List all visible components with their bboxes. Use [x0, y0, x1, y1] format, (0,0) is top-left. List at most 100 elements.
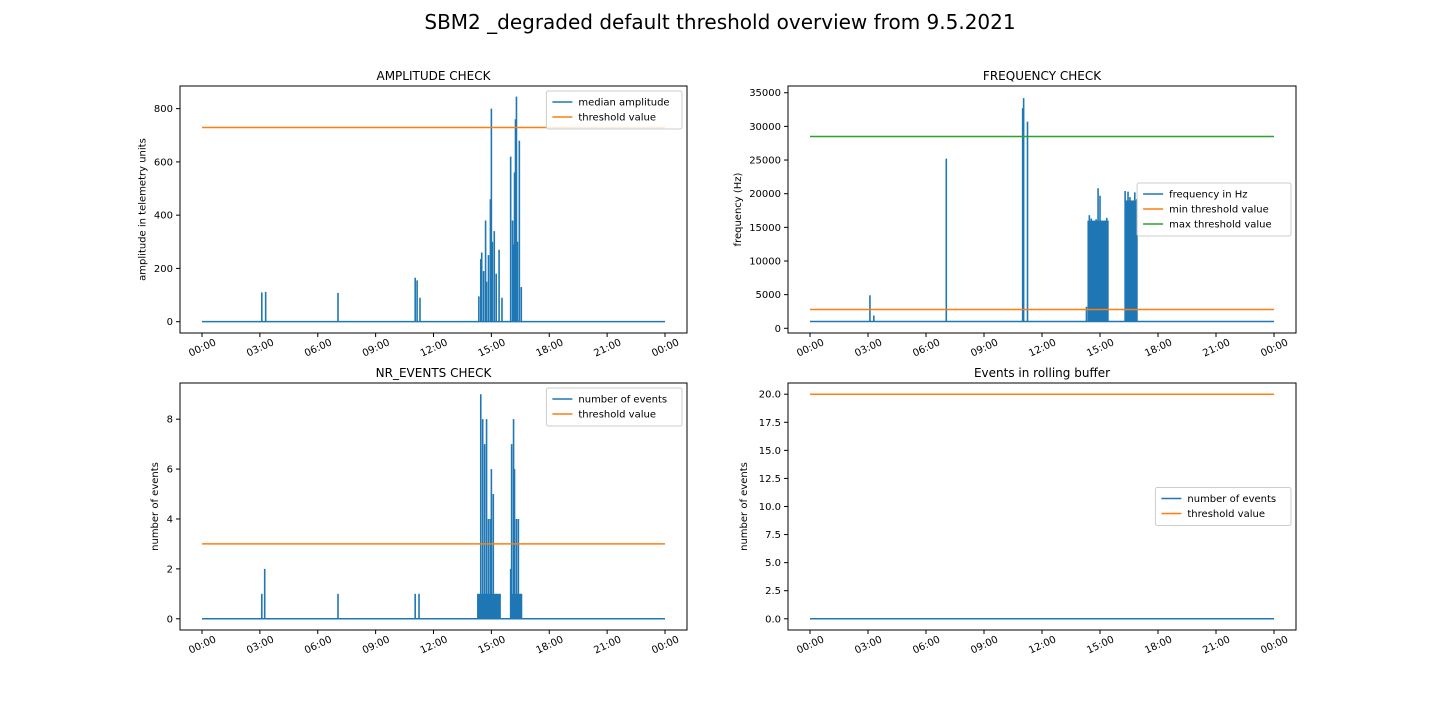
chart-0-plot-area — [202, 96, 665, 323]
chart-2-xtick-label-0: 00:00 — [187, 634, 218, 656]
chart-2-ytick-label-2: 4 — [167, 514, 173, 525]
chart-2-ytick-label-1: 2 — [167, 564, 173, 575]
chart-1-legend-label-1: min threshold value — [1169, 205, 1269, 216]
chart-2-legend: number of events threshold value — [545, 387, 683, 427]
chart-3-xtick-label-0: 00:00 — [795, 634, 826, 656]
chart-3-ytick-label-1: 2.5 — [765, 586, 781, 597]
chart-3-xtick-label-8: 00:00 — [1259, 634, 1290, 656]
chart-3-ytick-label-6: 15.0 — [759, 446, 781, 457]
chart-1-series-frequency-in-hz — [810, 98, 1274, 323]
chart-0-legend: median amplitude threshold value — [545, 90, 683, 130]
chart-3-ytick-label-0: 0.0 — [765, 614, 781, 625]
chart-3-xtick-label-2: 06:00 — [911, 634, 942, 656]
chart-0-ytick-label-1: 200 — [154, 264, 173, 275]
chart-0-legend-label-0: median amplitude — [578, 98, 669, 109]
chart-2-ytick-label-0: 0 — [167, 614, 173, 625]
chart-2-xtick-label-5: 15:00 — [477, 634, 508, 656]
chart-2-xtick-label-7: 21:00 — [592, 634, 623, 656]
subplots-grid: AMPLITUDE CHECK 00:00 03:00 06:00 09:00 12:00… — [137, 69, 1297, 656]
chart-3-ytick-label-4: 10.0 — [759, 502, 781, 513]
chart-3-legend: number of events threshold value — [1154, 487, 1292, 526]
chart-3-ylabel: number of events — [739, 462, 750, 551]
chart-1-xtick-label-6: 18:00 — [1143, 337, 1174, 359]
chart-1-xtick-label-8: 00:00 — [1259, 337, 1290, 359]
chart-3-ytick-label-3: 7.5 — [765, 530, 781, 541]
chart-1-ytick-label-7: 35000 — [749, 88, 781, 99]
chart-1-legend-box — [1136, 182, 1292, 237]
chart-3-xtick-label-5: 15:00 — [1085, 634, 1116, 656]
chart-1-title: FREQUENCY CHECK — [983, 69, 1102, 83]
chart-0-legend-box — [545, 90, 683, 130]
chart-0-xtick-label-4: 12:00 — [419, 337, 450, 359]
chart-1-xtick-label-5: 15:00 — [1085, 337, 1116, 359]
chart-2-xtick-label-8: 00:00 — [650, 634, 681, 656]
chart-0-ytick-label-3: 600 — [154, 157, 173, 168]
chart-3-legend-box — [1154, 487, 1292, 526]
chart-3-xtick-label-1: 03:00 — [853, 634, 884, 656]
chart-0-xtick-label-8: 00:00 — [650, 337, 681, 359]
chart-3-xtick-label-4: 12:00 — [1027, 634, 1058, 656]
chart-2-legend-label-0: number of events — [578, 395, 667, 406]
chart-2-plot-area — [202, 394, 665, 620]
chart-1-xtick-label-3: 09:00 — [969, 337, 1000, 359]
chart-2-xtick-label-2: 06:00 — [303, 634, 334, 656]
chart-3-legend-label-0: number of events — [1187, 494, 1276, 505]
chart-1-plot-area — [810, 98, 1274, 323]
chart-1-ytick-label-4: 20000 — [749, 189, 781, 200]
chart-2-xtick-label-4: 12:00 — [419, 634, 450, 656]
chart-1-xtick-label-7: 21:00 — [1201, 337, 1232, 359]
chart-2-xtick-label-6: 18:00 — [534, 634, 565, 656]
chart-1-xtick-label-0: 00:00 — [795, 337, 826, 359]
chart-1-xtick-label-2: 06:00 — [911, 337, 942, 359]
chart-2-series-number-of-events — [202, 394, 665, 620]
chart-1-xtick-label-1: 03:00 — [853, 337, 884, 359]
chart-0-xtick-label-6: 18:00 — [534, 337, 565, 359]
chart-1-ytick-label-3: 15000 — [749, 223, 781, 234]
chart-1-xtick-label-4: 12:00 — [1027, 337, 1058, 359]
chart-2-ytick-label-4: 8 — [167, 415, 173, 426]
chart-0-xtick-label-0: 00:00 — [187, 337, 218, 359]
chart-0-ytick-label-0: 0 — [167, 317, 173, 328]
chart-1-frequency-check: FREQUENCY CHECK 00:00 03:00 06:00 09:00 12:00… — [733, 69, 1297, 359]
chart-3-title: Events in rolling buffer — [974, 366, 1110, 380]
chart-3-events-in-rolling-buffer: Events in rolling buffer 00:00 03:00 06:00 0… — [739, 366, 1297, 656]
chart-0-series-median-amplitude — [202, 96, 665, 323]
chart-2-nr-events-check: NR_EVENTS CHECK 00:00 03:00 06:00 09:00 12:00… — [150, 366, 688, 656]
chart-1-legend-label-0: frequency in Hz — [1169, 190, 1247, 201]
chart-0-ytick-label-4: 800 — [154, 104, 173, 115]
chart-0-ylabel: amplitude in telemetry units — [137, 138, 148, 281]
figure-suptitle: SBM2 _degraded default threshold overvie… — [424, 10, 1015, 34]
chart-3-xtick-label-6: 18:00 — [1143, 634, 1174, 656]
chart-2-ylabel: number of events — [150, 462, 161, 551]
chart-1-ytick-label-6: 30000 — [749, 122, 781, 133]
chart-0-legend-label-1: threshold value — [578, 113, 656, 124]
chart-1-legend: frequency in Hz min threshold value max th… — [1136, 182, 1292, 237]
chart-2-legend-box — [545, 387, 683, 427]
chart-3-xtick-label-7: 21:00 — [1201, 634, 1232, 656]
chart-3-ytick-label-2: 5.0 — [765, 558, 781, 569]
chart-1-ytick-label-2: 10000 — [749, 256, 781, 267]
chart-1-ytick-label-1: 5000 — [756, 290, 781, 301]
chart-2-legend-label-1: threshold value — [578, 410, 656, 421]
chart-3-ytick-label-7: 17.5 — [759, 418, 781, 429]
chart-0-amplitude-check: AMPLITUDE CHECK 00:00 03:00 06:00 09:00 12:00… — [137, 69, 688, 359]
chart-1-ytick-label-5: 25000 — [749, 156, 781, 167]
chart-0-xtick-label-3: 09:00 — [361, 337, 392, 359]
chart-2-xtick-label-3: 09:00 — [361, 634, 392, 656]
chart-1-ytick-label-0: 0 — [775, 324, 781, 335]
chart-0-title: AMPLITUDE CHECK — [376, 69, 491, 83]
chart-0-xtick-label-7: 21:00 — [592, 337, 623, 359]
chart-3-legend-label-1: threshold value — [1187, 509, 1265, 520]
chart-3-xtick-label-3: 09:00 — [969, 634, 1000, 656]
chart-2-ytick-label-3: 6 — [167, 465, 173, 476]
chart-2-title: NR_EVENTS CHECK — [376, 366, 493, 380]
chart-1-legend-label-2: max threshold value — [1169, 220, 1272, 231]
chart-3-ytick-label-8: 20.0 — [759, 390, 781, 401]
chart-0-xtick-label-5: 15:00 — [477, 337, 508, 359]
chart-3-plot-area — [810, 393, 1274, 620]
chart-3-ytick-label-5: 12.5 — [759, 474, 781, 485]
chart-0-ytick-label-2: 400 — [154, 211, 173, 222]
chart-1-ylabel: frequency (Hz) — [733, 172, 744, 246]
chart-0-xtick-label-1: 03:00 — [245, 337, 276, 359]
